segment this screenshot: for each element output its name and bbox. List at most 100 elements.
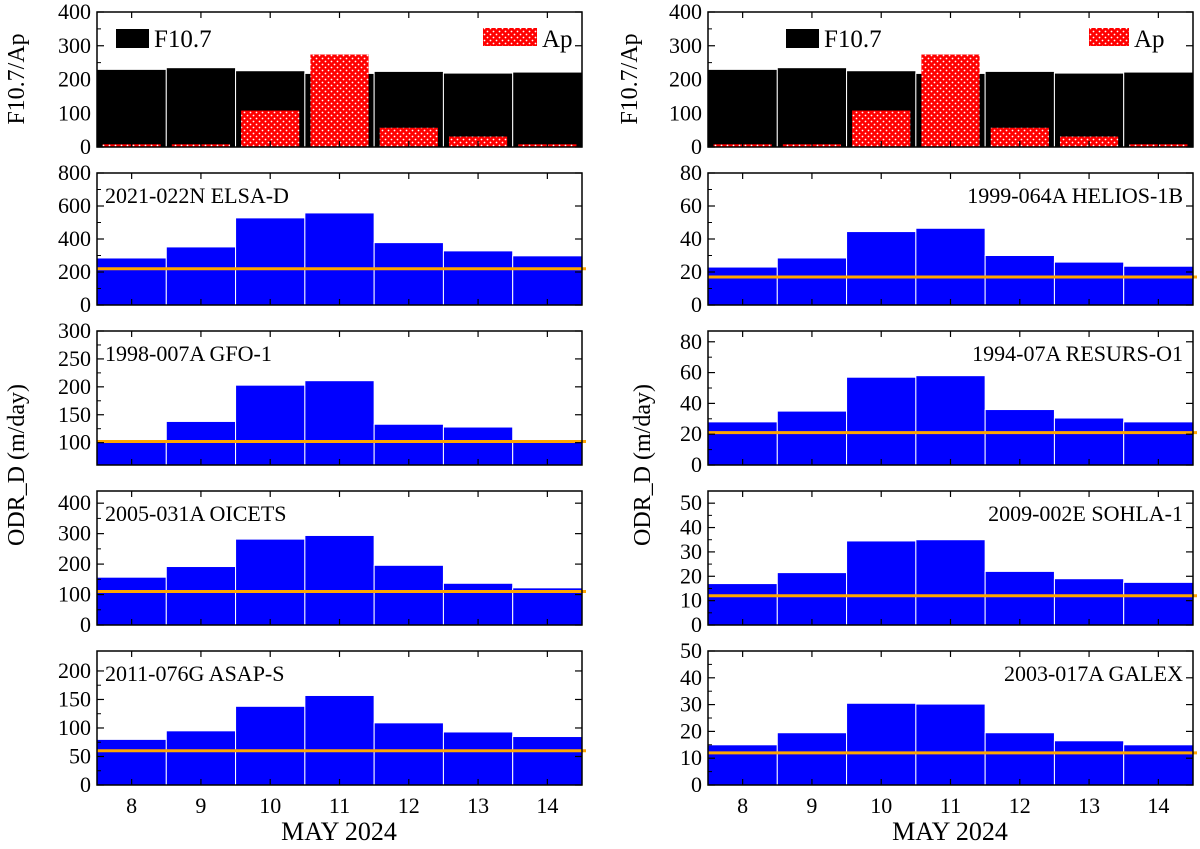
- ytick-label: 400: [669, 0, 702, 24]
- f107-ylabel-left: F10.7/Ap: [4, 33, 30, 124]
- xlabel-right: MAY 2024: [892, 817, 1008, 846]
- f107-bar-9: [776, 67, 848, 148]
- ytick-label: 80: [680, 160, 702, 185]
- ytick-label: 0: [691, 292, 702, 317]
- odr-bar-13: [442, 426, 514, 466]
- f107-bar-13: [442, 72, 514, 148]
- odr-bar-12: [984, 570, 1055, 626]
- odr-bar-12: [984, 732, 1055, 786]
- panel-title: 2009-002E SOHLA-1: [988, 501, 1183, 526]
- odr-bar-11: [915, 539, 986, 626]
- panel-title: 1999-064A HELIOS-1B: [967, 183, 1183, 208]
- odr-bar-12: [373, 423, 444, 466]
- f107-bar-9: [165, 67, 237, 148]
- odr-bar-14: [1123, 421, 1194, 466]
- ytick-label: 800: [58, 160, 91, 185]
- panel-oicets: 0 100 200 300 400 2005-031A OICETS: [58, 490, 586, 637]
- odr-bar-10: [846, 702, 917, 786]
- odr-bar-9: [165, 730, 237, 786]
- ap-bar-11: [921, 54, 980, 147]
- ytick-label: 100: [669, 100, 702, 125]
- odr-bar-10: [846, 376, 917, 466]
- odr-bar-8: [96, 576, 167, 626]
- odr-bar-9: [165, 246, 237, 306]
- ytick-label: 0: [80, 292, 91, 317]
- odr-ylabel-right: ODR_D (m/day): [630, 384, 656, 546]
- ytick-label: 30: [680, 692, 702, 717]
- xtick-label-8: 8: [737, 793, 748, 818]
- xlabel-left: MAY 2024: [281, 817, 397, 846]
- odr-bar-8: [707, 421, 778, 466]
- odr-bar-10: [235, 705, 306, 786]
- ytick-label: 100: [58, 715, 91, 740]
- f107-bar-8: [96, 68, 167, 148]
- odr-bar-11: [304, 212, 375, 306]
- f107-bar-8: [707, 68, 778, 148]
- ap-bar-10: [852, 110, 911, 147]
- ytick-label: 40: [680, 390, 702, 415]
- f107-ylabel-right: F10.7/Ap: [617, 33, 643, 124]
- ytick-label: 20: [680, 718, 702, 743]
- panel-title: 2011-076G ASAP-S: [105, 661, 285, 686]
- ytick-label: 60: [680, 193, 702, 218]
- panel-asap-s: 0 50 100 150 200 8 9 10 11 12 13 14 2011-076G ASAP-S: [58, 650, 586, 818]
- odr-bar-14: [1123, 265, 1194, 306]
- ytick-label: 200: [58, 551, 91, 576]
- odr-bar-9: [776, 257, 848, 306]
- xtick-label-12: 12: [398, 793, 420, 818]
- panel-f107-right: 0 100 200 300 400: [669, 0, 1194, 159]
- xtick-label-10: 10: [870, 793, 892, 818]
- odr-bar-13: [1053, 417, 1125, 466]
- odr-bar-13: [1053, 578, 1125, 626]
- ytick-label: 250: [58, 346, 91, 371]
- ytick-label: 0: [691, 134, 702, 159]
- odr-bar-12: [373, 564, 444, 626]
- odr-bar-13: [442, 250, 514, 306]
- odr-bar-10: [846, 231, 917, 306]
- legend-ap-label-left: Ap: [542, 26, 573, 53]
- ytick-label: 40: [680, 226, 702, 251]
- odr-bar-10: [235, 384, 306, 466]
- panel-title: 2005-031A OICETS: [105, 501, 287, 526]
- legend-f107-swatch-right: [786, 29, 819, 48]
- ap-bar-12: [379, 127, 438, 147]
- panel-helios-1b: 0 20 40 60 80 1999-064A HELIOS-1B: [680, 160, 1197, 317]
- ytick-label: 40: [680, 665, 702, 690]
- ytick-label: 200: [669, 67, 702, 92]
- odr-bar-8: [707, 266, 778, 306]
- ap-bar-12: [990, 127, 1049, 147]
- ytick-label: 400: [58, 226, 91, 251]
- odr-bar-12: [984, 255, 1055, 306]
- ytick-label: 200: [58, 259, 91, 284]
- odr-bar-8: [96, 738, 167, 786]
- legend-ap-swatch-left: [483, 28, 537, 46]
- odr-bar-9: [165, 420, 237, 466]
- odr-bar-14: [1123, 744, 1194, 786]
- panel-resurs-o1: 0 20 40 60 80 1994-07A RESURS-O1: [680, 329, 1197, 477]
- ytick-label: 10: [680, 745, 702, 770]
- odr-bar-13: [1053, 261, 1125, 306]
- odr-bar-13: [1053, 740, 1125, 786]
- xtick-label-9: 9: [806, 793, 817, 818]
- ytick-label: 100: [58, 430, 91, 455]
- ytick-label: 80: [680, 329, 702, 354]
- ytick-label: 0: [80, 134, 91, 159]
- odr-bar-11: [915, 227, 986, 306]
- odr-bar-13: [442, 582, 514, 626]
- panel-title: 2021-022N ELSA-D: [105, 183, 289, 208]
- ytick-label: 200: [58, 374, 91, 399]
- odr-bar-12: [373, 722, 444, 786]
- odr-bar-9: [165, 566, 237, 626]
- f107-bar-14: [1123, 71, 1194, 148]
- odr-bar-8: [707, 744, 778, 786]
- ytick-label: 40: [680, 515, 702, 540]
- odr-bar-13: [442, 731, 514, 786]
- legend-ap-label-right: Ap: [1134, 26, 1165, 53]
- f107-bar-13: [1053, 72, 1125, 148]
- f107-bar-14: [512, 71, 583, 148]
- odr-bar-14: [1123, 581, 1194, 626]
- ytick-label: 0: [691, 772, 702, 797]
